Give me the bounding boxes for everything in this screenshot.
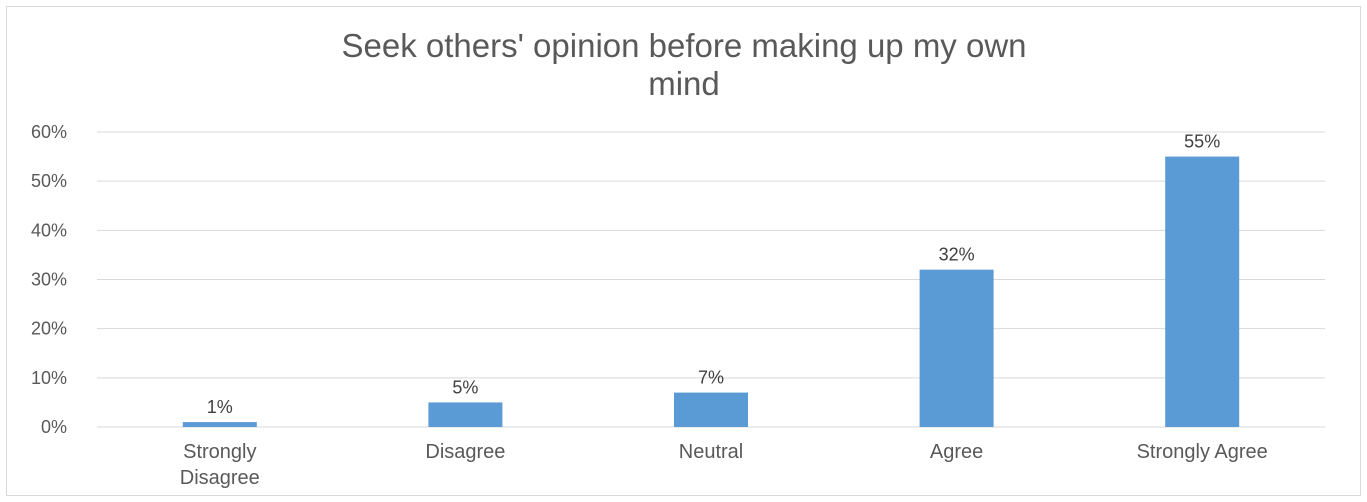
- data-label-3: 32%: [939, 245, 975, 265]
- data-label-2: 7%: [698, 368, 724, 388]
- bar-strongly-disagree: [182, 422, 257, 427]
- category-label-1: Disagree: [425, 441, 505, 463]
- bar-agree: [919, 269, 994, 427]
- x-axis-category-labels: Strongly Disagree Disagree Neutral Agree Stro…: [180, 441, 1268, 489]
- y-tick-label-30: 30%: [31, 270, 67, 290]
- y-tick-label-40: 40%: [31, 220, 67, 240]
- chart-title-line-1: Seek others' opinion before making up my…: [341, 27, 1026, 64]
- bar-chart: Seek others' opinion before making up my…: [31, 27, 1325, 489]
- bar-neutral: [674, 392, 748, 427]
- bar-disagree: [428, 402, 503, 427]
- category-label-3: Agree: [930, 441, 983, 463]
- chart-title: Seek others' opinion before making up my…: [341, 27, 1026, 102]
- data-label-1: 5%: [452, 377, 478, 397]
- data-labels: 1% 5% 7% 32% 55%: [207, 132, 1220, 418]
- y-tick-label-60: 60%: [31, 122, 67, 142]
- category-label-2: Neutral: [679, 441, 743, 463]
- y-tick-label-10: 10%: [31, 368, 67, 388]
- y-tick-label-20: 20%: [31, 319, 67, 339]
- y-axis-tick-labels: 0% 10% 20% 30% 40% 50% 60%: [31, 122, 67, 437]
- chart-frame: Seek others' opinion before making up my…: [6, 6, 1361, 496]
- chart-title-line-2: mind: [648, 65, 720, 102]
- category-label-0-line-2: Disagree: [180, 467, 260, 489]
- bars: [182, 156, 1240, 428]
- category-label-4: Strongly Agree: [1137, 441, 1268, 463]
- gridlines: [97, 131, 1325, 428]
- y-tick-label-50: 50%: [31, 171, 67, 191]
- category-label-0-line-1: Strongly: [183, 441, 256, 463]
- data-label-4: 55%: [1184, 132, 1220, 152]
- bar-strongly-agree: [1165, 156, 1240, 428]
- y-tick-label-0: 0%: [41, 417, 67, 437]
- data-label-0: 1%: [207, 397, 233, 417]
